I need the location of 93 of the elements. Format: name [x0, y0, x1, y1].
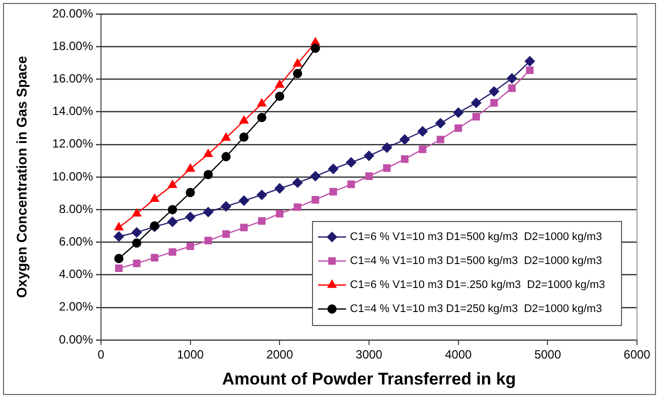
point [436, 136, 444, 144]
x-tick-label: 2000 [266, 348, 294, 362]
point [292, 68, 302, 78]
point [453, 108, 464, 118]
x-tick-label: 5000 [534, 348, 562, 362]
x-tick-label: 6000 [624, 348, 651, 362]
point [150, 254, 158, 262]
legend-label: C1=4 % V1=10 m3 D1=250 kg/m3 D2=1000 kg/m3 [350, 303, 602, 316]
point [239, 132, 249, 142]
point [275, 92, 284, 101]
point [222, 132, 231, 141]
point [186, 164, 195, 172]
x-tick-label: 4000 [444, 348, 472, 362]
y-tick-label: 0.00% [58, 332, 94, 346]
point [115, 264, 123, 272]
point [346, 157, 356, 168]
point [203, 206, 214, 218]
point [292, 178, 303, 188]
point [383, 164, 391, 172]
point [150, 194, 160, 202]
point [257, 98, 266, 106]
y-tick-label: 2.00% [58, 300, 94, 314]
y-tick-label: 8.00% [58, 202, 94, 216]
y-axis-title: Oxygen Concentration in Gas Space [13, 56, 30, 298]
point [275, 80, 284, 88]
point [114, 254, 124, 264]
point [256, 190, 267, 200]
point [524, 56, 535, 66]
point [257, 112, 266, 122]
point [435, 118, 446, 128]
point [220, 201, 232, 212]
point [132, 260, 141, 268]
legend-label: C1=6 % V1=10 m3 D1=.250 kg/m3 D2=1000 kg/m3 [350, 279, 606, 292]
point [186, 188, 195, 198]
point [167, 216, 178, 227]
point [364, 150, 374, 161]
point [276, 210, 284, 218]
point [132, 227, 142, 238]
point [329, 188, 338, 196]
x-tick-label: 1000 [176, 348, 204, 362]
point [168, 205, 178, 214]
point [312, 196, 320, 204]
point [310, 44, 320, 53]
point [293, 58, 302, 67]
legend-label: C1=6 % V1=10 m3 D1=500 kg/m3 D2=1000 kg/m3 [350, 231, 602, 244]
point [114, 231, 124, 242]
point [526, 66, 534, 74]
point [400, 155, 409, 163]
point [204, 149, 213, 158]
y-tick-label: 14.00% [52, 104, 94, 118]
y-tick-label: 16.00% [52, 72, 94, 86]
point [382, 142, 392, 153]
point [508, 84, 516, 92]
y-tick-label: 12.00% [52, 136, 94, 151]
point [186, 242, 194, 250]
point [168, 180, 177, 188]
y-tick-label: 4.00% [58, 267, 94, 282]
y-tick-label: 18.00% [52, 38, 94, 53]
point [454, 124, 462, 132]
point [328, 164, 338, 174]
legend-label: C1=4 % V1=10 m3 D1=500 kg/m3 D2=1000 kg/m3 [350, 255, 602, 268]
point [204, 170, 213, 180]
point [506, 73, 518, 84]
point [490, 99, 498, 107]
x-tick-label: 0 [98, 348, 105, 362]
point [310, 171, 320, 182]
point [347, 180, 355, 188]
x-tick-label: 3000 [356, 348, 383, 362]
point [168, 248, 176, 256]
point [274, 183, 285, 194]
point [365, 172, 373, 180]
point [418, 126, 428, 136]
point [294, 203, 302, 211]
point [258, 217, 266, 225]
point [222, 230, 230, 238]
y-tick-label: 10.00% [52, 169, 94, 184]
point [240, 224, 248, 232]
point [239, 116, 248, 124]
point [472, 112, 480, 120]
point [238, 196, 250, 206]
y-tick-label: 20.00% [52, 6, 94, 20]
point [400, 134, 410, 145]
point [418, 146, 426, 154]
point [488, 86, 500, 97]
y-tick-label: 6.00% [58, 234, 94, 249]
point [132, 238, 142, 248]
point [185, 212, 196, 222]
point [221, 152, 231, 162]
point [204, 236, 212, 244]
point [132, 208, 142, 217]
point [114, 222, 124, 230]
point [471, 98, 482, 108]
x-axis-title: Amount of Powder Transferred in kg [222, 369, 516, 388]
